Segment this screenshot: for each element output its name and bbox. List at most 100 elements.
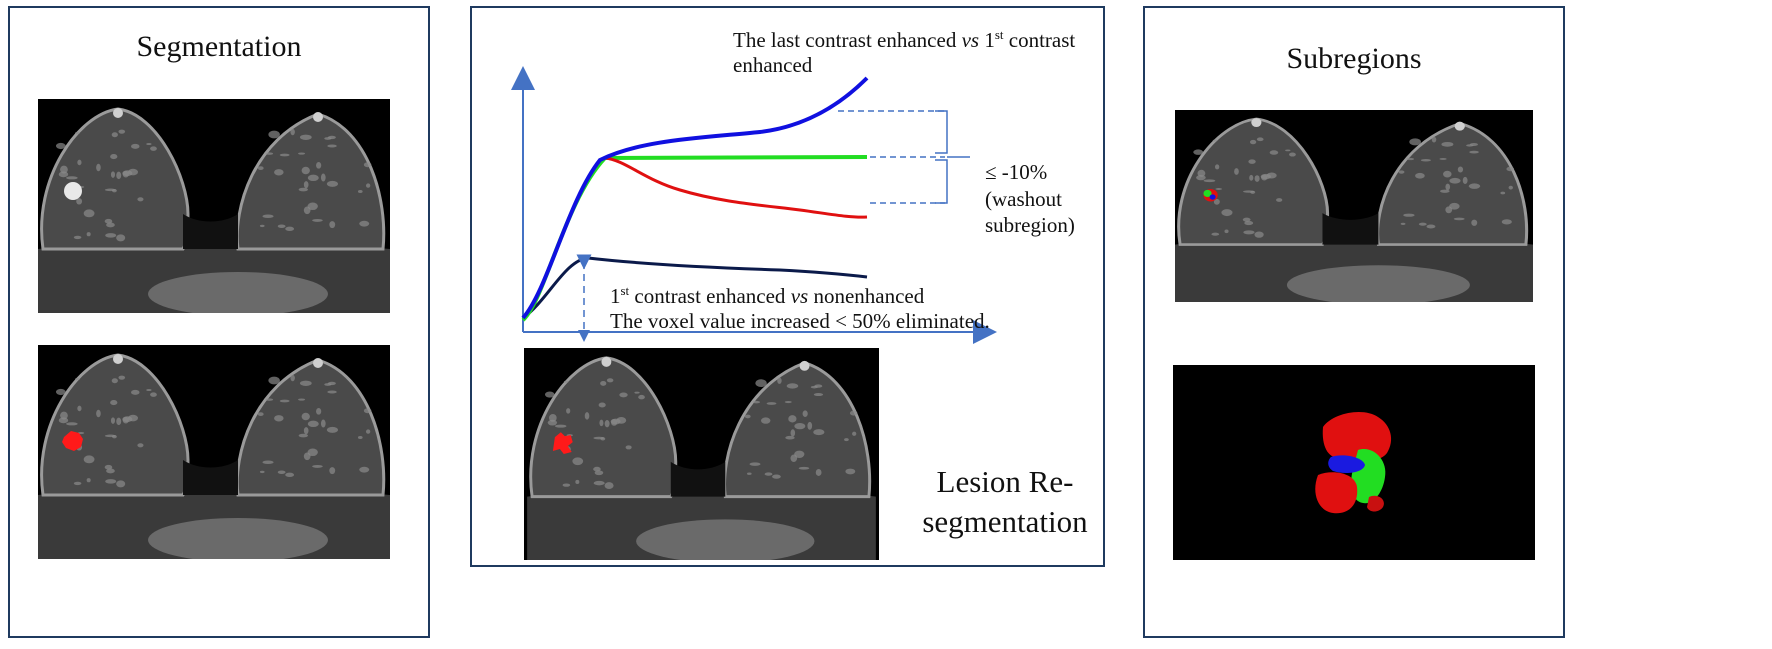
mri-tissue-speckle [277,470,286,474]
mri-tissue-speckle [76,198,83,205]
mri-tissue-speckle [1243,230,1255,235]
mri-tissue-speckle [274,415,284,422]
mri-tissue-speckle [1242,217,1251,222]
mri-tissue-speckle [1431,136,1437,143]
mri-nipple-right [313,358,323,368]
mri-tissue-speckle [301,166,310,175]
mri-tissue-speckle [1418,222,1427,226]
mri-tissue-speckle [329,467,336,475]
mri-tissue-speckle [849,410,858,416]
mri-tissue-speckle [259,224,265,228]
mri-tissue-speckle [1457,166,1464,173]
mri-tissue-speckle [562,483,571,487]
mri-tissue-speckle [265,152,274,155]
mri-tissue-speckle [777,377,782,384]
mri-tissue-speckle [798,466,810,470]
mri-tissue-speckle [802,410,808,418]
mri-nipple-right [799,360,810,371]
mri-gap [183,460,238,495]
mri-tissue-speckle [1221,209,1233,217]
mri-resegmented-svg [527,348,876,560]
mri-tissue-speckle [790,429,796,437]
mri-tissue-speckle [604,482,614,490]
mri-tissue-speckle [301,412,310,421]
mri-tissue-speckle [274,169,284,176]
mri-tissue-speckle [110,400,118,406]
mri-tissue-speckle [111,378,118,384]
mri-tissue-speckle [1409,138,1422,146]
lesion-label-line2: segmentation [922,504,1088,539]
mri-tissue-speckle [299,134,312,140]
mri-tissue-speckle [110,154,118,160]
lesion-label-line1: Lesion Re- [936,464,1074,499]
mri-tissue-speckle [563,380,569,383]
mri-tissue-speckle [749,462,761,466]
mri-tissue-speckle [815,469,822,476]
mri-tissue-speckle [638,394,645,400]
mri-nipple-right [313,112,323,122]
mri-tissue-speckle [307,448,318,457]
mri-tissue-speckle [329,221,336,229]
mri-tissue-speckle [625,445,632,450]
mri-tissue-speckle [1403,213,1415,217]
mri-tissue-speckle [1426,224,1436,229]
mri-tissue-speckle [1500,191,1506,195]
mri-tissue-speckle [320,419,326,428]
mri-tissue-speckle [1449,177,1461,184]
washout-label-line1: ≤ -10% [985,160,1048,184]
mri-tissue-speckle [357,436,363,440]
mri-tissue-speckle [137,443,144,448]
mri-tissue-speckle [257,412,264,417]
lesion-mask-resegmented [552,432,573,454]
mri-tissue-speckle [262,214,274,219]
mri-tissue-speckle [128,168,139,176]
mri-tissue-speckle [86,478,91,483]
curve-blue [521,76,869,320]
mri-tissue-speckle [298,433,308,438]
mri-tissue-speckle [549,413,557,422]
mri-tissue-speckle [365,183,371,188]
mri-tissue-speckle [1266,172,1277,179]
mri-tissue-speckle [363,408,372,414]
mri-tissue-speckle [268,130,280,139]
mri-tissue-speckle [128,414,139,422]
mri-nipple-left [113,354,123,364]
mri-tissue-speckle [813,393,824,397]
mri-tissue-speckle [1466,144,1474,147]
mri-tissue-speckle [554,424,567,428]
mri-tissue-speckle [262,460,274,465]
mri-tissue-speckle [105,479,117,484]
mri-tissue-speckle [277,224,286,228]
mri-tissue-speckle [77,159,82,166]
mri-tissue-speckle [544,391,555,398]
mri-tissue-speckle [327,390,337,394]
mri-heart-region [1286,265,1470,302]
mri-heart-region [148,518,328,559]
mri-tissue-speckle [599,419,604,427]
mri-original-svg [38,99,390,313]
mri-tissue-speckle [1501,219,1512,225]
mri-tissue-speckle [772,474,781,479]
mri-tissue-speckle [600,380,607,386]
label-sup: st [994,27,1004,42]
mri-tissue-speckle [1249,174,1254,181]
mri-tissue-speckle [259,470,265,474]
mri-tissue-speckle [104,434,117,438]
mri-tissue-speckle [1508,185,1513,190]
mri-tissue-speckle [1203,179,1216,183]
mri-image-segmented [38,345,390,559]
mri-tissue-speckle [298,398,306,401]
mri-tissue-speckle [606,378,614,383]
label-text: The last contrast enhanced [733,28,962,52]
mri-gap [670,461,726,497]
dash-arrow-down-head [578,330,590,342]
mri-tissue-speckle [150,392,157,397]
mri-tissue-speckle [73,235,82,240]
mri-tissue-speckle [285,472,295,478]
mri-tissue-speckle [116,234,126,242]
mri-tissue-speckle [788,415,797,423]
mri-tissue-speckle [761,417,771,424]
mri-tissue-speckle [137,197,144,202]
mri-tissue-speckle [1197,169,1206,177]
mri-tissue-speckle [320,173,326,182]
